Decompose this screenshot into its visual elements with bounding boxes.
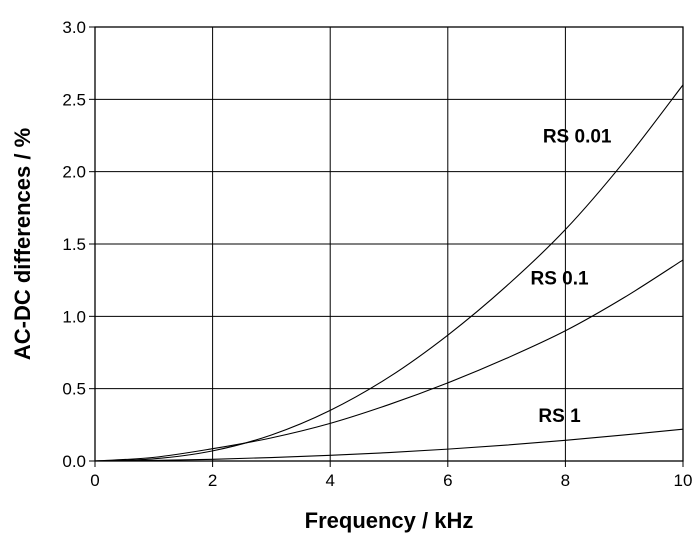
x-axis-title: Frequency / kHz [305,508,474,533]
series-line-rs-0-1 [94,259,684,462]
series-label-rs-0-1: RS 0.1 [530,269,589,290]
plot-frame [94,26,684,462]
y-tick-label-5: 2.5 [62,90,86,109]
x-tick-label-0: 0 [90,471,99,490]
y-axis-title: AC-DC differences / % [10,128,35,360]
y-tick-label-0: 0.0 [62,452,86,471]
series-line-rs-0-01 [94,84,684,462]
series-label-rs-0-01: RS 0.01 [543,127,612,148]
y-tick-label-1: 0.5 [62,380,86,399]
series-line-rs-1 [94,428,684,462]
series-labels: RS 0.01 RS 0.1 RS 1 [530,127,611,427]
series-lines [94,84,684,462]
x-tick-label-5: 10 [674,471,693,490]
y-tick-label-4: 2.0 [62,163,86,182]
series-label-rs-1: RS 1 [538,406,581,427]
x-tick-label-3: 6 [443,471,452,490]
x-tick-label-2: 4 [325,471,334,490]
grid [94,26,684,462]
y-tick-label-3: 1.5 [62,235,86,254]
y-tick-label-2: 1.0 [62,307,86,326]
x-tick-label-1: 2 [208,471,217,490]
tick-labels: 0 2 4 6 8 10 0.0 0.5 1.0 1.5 2.0 2.5 3.0 [62,18,692,490]
x-tick-label-4: 8 [561,471,570,490]
y-tick-label-6: 3.0 [62,18,86,37]
